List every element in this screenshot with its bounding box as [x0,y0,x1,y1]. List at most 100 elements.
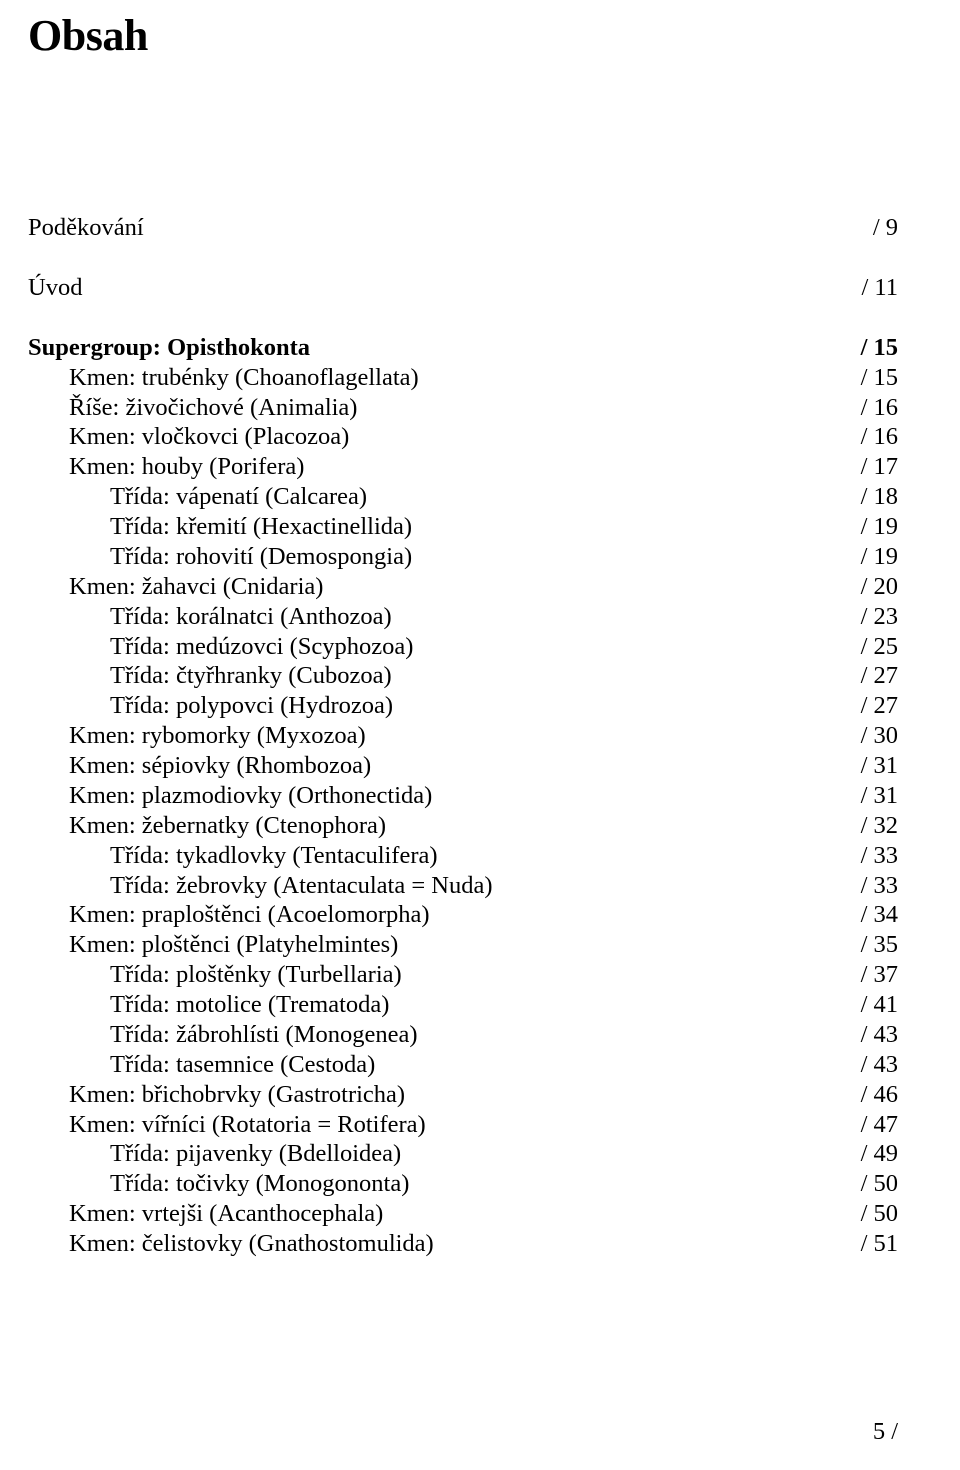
toc-page: / 16 [861,422,898,452]
toc-row: Třída: křemití (Hexactinellida) / 19 [28,512,898,542]
toc-label: Supergroup: Opisthokonta [28,333,310,363]
toc-row: Kmen: vrtejši (Acanthocephala) / 50 [28,1199,898,1229]
page-number-footer: 5 / [873,1418,898,1446]
toc-page: / 27 [861,661,898,691]
toc-row: Úvod / 11 [28,273,898,303]
toc-page: / 47 [861,1110,898,1140]
toc-label: Třída: žebrovky (Atentaculata = Nuda) [110,871,493,901]
toc-page: / 33 [861,841,898,871]
toc-label: Třída: motolice (Trematoda) [110,990,389,1020]
toc-page: / 50 [861,1199,898,1229]
toc-page: / 51 [861,1229,898,1259]
toc-row: Třída: medúzovci (Scyphozoa) / 25 [28,632,898,662]
toc-page: / 31 [861,751,898,781]
toc-label: Kmen: praploštěnci (Acoelomorpha) [69,900,430,930]
toc-label: Třída: čtyřhranky (Cubozoa) [110,661,392,691]
toc-label: Kmen: břichobrvky (Gastrotricha) [69,1080,405,1110]
toc-label: Třída: polypovci (Hydrozoa) [110,691,393,721]
document-page: Obsah Poděkování / 9 Úvod / 11 Supergroup: O… [0,0,960,1470]
toc-page: / 11 [861,273,898,303]
toc-label: Kmen: čelistovky (Gnathostomulida) [69,1229,434,1259]
toc-page: / 19 [861,542,898,572]
toc-page: / 25 [861,632,898,662]
toc-label: Říše: živočichové (Animalia) [69,393,357,423]
toc-row: Kmen: plazmodiovky (Orthonectida) / 31 [28,781,898,811]
toc-label: Třída: tykadlovky (Tentaculifera) [110,841,438,871]
toc-gap [28,243,898,273]
toc-row: Třída: pijavenky (Bdelloidea) / 49 [28,1139,898,1169]
toc-page: / 34 [861,900,898,930]
toc-page: / 16 [861,393,898,423]
toc-row: Kmen: čelistovky (Gnathostomulida) / 51 [28,1229,898,1259]
toc-page: / 19 [861,512,898,542]
toc-page: / 37 [861,960,898,990]
toc-page: / 50 [861,1169,898,1199]
toc-row: Třída: žebrovky (Atentaculata = Nuda) / 3… [28,871,898,901]
toc-page: / 35 [861,930,898,960]
toc-page: / 9 [873,213,898,243]
toc-row: Třída: tykadlovky (Tentaculifera) / 33 [28,841,898,871]
toc-row: Třída: točivky (Monogononta) / 50 [28,1169,898,1199]
toc-label: Třída: rohovití (Demospongia) [110,542,412,572]
toc-label: Kmen: plazmodiovky (Orthonectida) [69,781,432,811]
toc-page: / 43 [861,1020,898,1050]
toc-label: Kmen: vrtejši (Acanthocephala) [69,1199,383,1229]
toc-row: Kmen: praploštěnci (Acoelomorpha) / 34 [28,900,898,930]
toc-row: Třída: vápenatí (Calcarea) / 18 [28,482,898,512]
toc-page: / 43 [861,1050,898,1080]
toc-label: Třída: ploštěnky (Turbellaria) [110,960,402,990]
toc-row: Třída: čtyřhranky (Cubozoa) / 27 [28,661,898,691]
toc-label: Kmen: žebernatky (Ctenophora) [69,811,386,841]
toc-label: Třída: křemití (Hexactinellida) [110,512,412,542]
toc-page: / 30 [861,721,898,751]
toc-row: Třída: žábrohlísti (Monogenea) / 43 [28,1020,898,1050]
page-title: Obsah [28,10,898,61]
toc-page: / 31 [861,781,898,811]
toc-page: / 15 [861,333,898,363]
toc-page: / 27 [861,691,898,721]
toc-page: / 41 [861,990,898,1020]
toc-label: Kmen: žahavci (Cnidaria) [69,572,323,602]
toc-label: Kmen: houby (Porifera) [69,452,304,482]
toc-row: Kmen: žebernatky (Ctenophora) / 32 [28,811,898,841]
toc-label: Třída: vápenatí (Calcarea) [110,482,367,512]
toc-page: / 15 [861,363,898,393]
toc-row: Kmen: ploštěnci (Platyhelmintes) / 35 [28,930,898,960]
toc-row: Třída: polypovci (Hydrozoa) / 27 [28,691,898,721]
toc-label: Třída: točivky (Monogononta) [110,1169,409,1199]
toc-row: Supergroup: Opisthokonta / 15 [28,333,898,363]
toc-label: Třída: pijavenky (Bdelloidea) [110,1139,401,1169]
toc-page: / 18 [861,482,898,512]
toc-page: / 17 [861,452,898,482]
toc-page: / 20 [861,572,898,602]
toc-row: Třída: tasemnice (Cestoda) / 43 [28,1050,898,1080]
toc-row: Třída: motolice (Trematoda) / 41 [28,990,898,1020]
toc-row: Kmen: břichobrvky (Gastrotricha) / 46 [28,1080,898,1110]
toc-row: Poděkování / 9 [28,213,898,243]
toc-page: / 32 [861,811,898,841]
toc-label: Třída: tasemnice (Cestoda) [110,1050,375,1080]
toc-gap [28,303,898,333]
toc-row: Kmen: vločkovci (Placozoa) / 16 [28,422,898,452]
toc-page: / 46 [861,1080,898,1110]
toc-row: Kmen: sépiovky (Rhombozoa) / 31 [28,751,898,781]
toc-row: Říše: živočichové (Animalia) / 16 [28,393,898,423]
toc-row: Kmen: žahavci (Cnidaria) / 20 [28,572,898,602]
toc-label: Třída: žábrohlísti (Monogenea) [110,1020,418,1050]
toc-label: Úvod [28,273,82,303]
toc-label: Třída: medúzovci (Scyphozoa) [110,632,413,662]
toc-row: Kmen: trubénky (Choanoflagellata) / 15 [28,363,898,393]
toc-label: Kmen: vířníci (Rotatoria = Rotifera) [69,1110,426,1140]
toc-label: Kmen: sépiovky (Rhombozoa) [69,751,371,781]
toc-label: Poděkování [28,213,144,243]
toc-page: / 33 [861,871,898,901]
toc-row: Třída: rohovití (Demospongia) / 19 [28,542,898,572]
toc-label: Kmen: ploštěnci (Platyhelmintes) [69,930,398,960]
toc-label: Kmen: vločkovci (Placozoa) [69,422,349,452]
toc-label: Kmen: trubénky (Choanoflagellata) [69,363,419,393]
toc-page: / 49 [861,1139,898,1169]
toc-row: Kmen: houby (Porifera) / 17 [28,452,898,482]
toc-label: Třída: korálnatci (Anthozoa) [110,602,392,632]
toc-row: Třída: ploštěnky (Turbellaria) / 37 [28,960,898,990]
toc-label: Kmen: rybomorky (Myxozoa) [69,721,366,751]
